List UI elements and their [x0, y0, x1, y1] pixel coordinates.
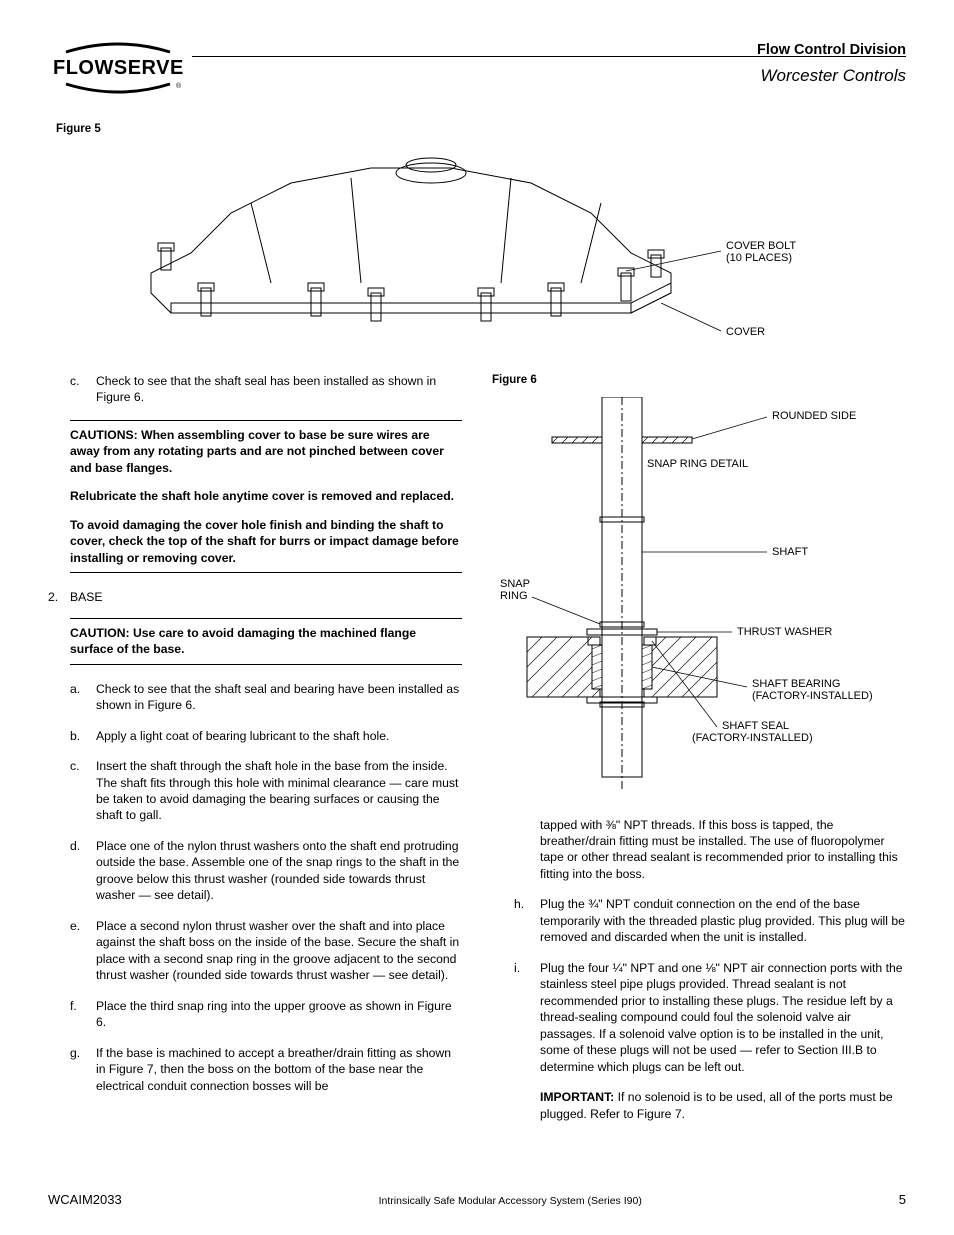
right-column: Figure 6: [492, 373, 906, 1122]
item-2g: g. If the base is machined to accept a b…: [70, 1045, 462, 1094]
logo-svg: FLOWSERVE ®: [48, 40, 188, 95]
marker-1c: c.: [70, 373, 96, 406]
svg-text:®: ®: [176, 82, 182, 90]
item-2d: d. Place one of the nylon thrust washers…: [70, 838, 462, 904]
section-2-heading: 2. BASE: [48, 589, 462, 605]
callout-shaft: SHAFT: [772, 546, 808, 558]
callout-thrust: THRUST WASHER: [737, 626, 832, 638]
figure-5-label: Figure 5: [56, 123, 906, 135]
footer-doc-id: WCAIM2033: [48, 1192, 122, 1207]
item-2g-continued: tapped with ⅜" NPT threads. If this boss…: [540, 817, 906, 883]
section-2-marker: 2.: [48, 589, 70, 605]
subtitle: Worcester Controls: [757, 66, 906, 86]
text-1c: Check to see that the shaft seal has bee…: [96, 373, 462, 406]
caution-p3: To avoid damaging the cover hole finish …: [70, 517, 462, 566]
item-2a: a. Check to see that the shaft seal and …: [70, 681, 462, 714]
header-text: Flow Control Division Worcester Controls: [757, 40, 906, 86]
body-columns: c. Check to see that the shaft seal has …: [48, 373, 906, 1122]
item-2h: h. Plug the ¾" NPT conduit connection on…: [514, 896, 906, 945]
footer-title: Intrinsically Safe Modular Accessory Sys…: [379, 1195, 642, 1207]
important-note: IMPORTANT: If no solenoid is to be used,…: [540, 1089, 906, 1122]
logo-text: FLOWSERVE: [53, 57, 184, 79]
callout-bearing-2: (FACTORY-INSTALLED): [752, 690, 873, 702]
footer-page-num: 5: [899, 1192, 906, 1207]
caution-p1: CAUTIONS: When assembling cover to base …: [70, 427, 462, 476]
figure-5-diagram: COVER BOLT (10 PLACES) COVER: [131, 143, 831, 353]
callout-snap-l2: RING: [500, 590, 528, 602]
section-2-title: BASE: [70, 589, 103, 605]
left-column: c. Check to see that the shaft seal has …: [48, 373, 462, 1122]
callout-bearing-1: SHAFT BEARING: [752, 678, 840, 690]
item-2b: b. Apply a light coat of bearing lubrica…: [70, 728, 462, 744]
callout-seal-1: SHAFT SEAL: [722, 720, 789, 732]
header-rule: [192, 56, 906, 57]
flowserve-logo: FLOWSERVE ®: [48, 40, 188, 95]
item-2c: c. Insert the shaft through the shaft ho…: [70, 758, 462, 824]
page-header: FLOWSERVE ® Flow Control Division Worces…: [48, 40, 906, 95]
figure-6: Figure 6: [492, 373, 906, 797]
callout-snap-l1: SNAP: [500, 578, 530, 590]
callout-snap-detail: SNAP RING DETAIL: [647, 458, 748, 470]
item-2i: i. Plug the four ¼" NPT and one ⅛" NPT a…: [514, 960, 906, 1075]
callout-cover-bolt-1: COVER BOLT: [726, 240, 796, 252]
figure-6-diagram: ROUNDED SIDE SNAP RING DETAIL SHAFT SNAP…: [492, 397, 887, 797]
item-1c: c. Check to see that the shaft seal has …: [70, 373, 462, 406]
item-2f: f. Place the third snap ring into the up…: [70, 998, 462, 1031]
callout-cover-bolt-2: (10 PLACES): [726, 252, 792, 264]
callout-seal-2: (FACTORY-INSTALLED): [692, 732, 813, 744]
caution2-text: CAUTION: Use care to avoid damaging the …: [70, 625, 462, 658]
caution-block-2: CAUTION: Use care to avoid damaging the …: [70, 618, 462, 665]
page-footer: WCAIM2033 Intrinsically Safe Modular Acc…: [48, 1192, 906, 1207]
figure-6-label: Figure 6: [492, 373, 906, 389]
important-label: IMPORTANT:: [540, 1090, 614, 1104]
callout-cover: COVER: [726, 326, 765, 338]
item-2e: e. Place a second nylon thrust washer ov…: [70, 918, 462, 984]
callout-rounded-side: ROUNDED SIDE: [772, 410, 856, 422]
cautions-block-1: CAUTIONS: When assembling cover to base …: [70, 420, 462, 573]
figure-5: Figure 5: [56, 123, 906, 353]
caution-p2: Relubricate the shaft hole anytime cover…: [70, 488, 462, 504]
